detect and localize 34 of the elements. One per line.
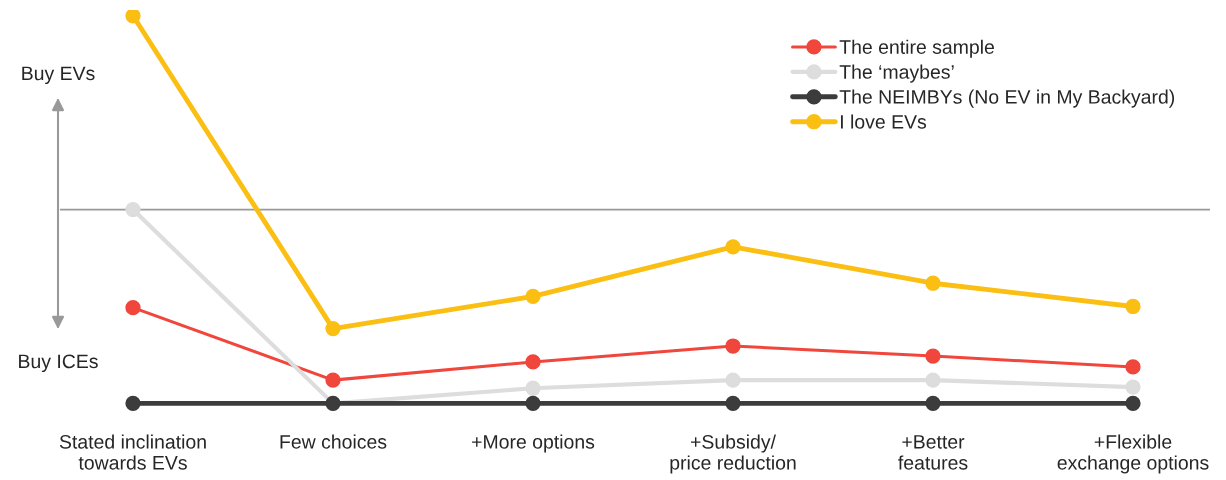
point (125, 395, 141, 412)
point (925, 348, 941, 364)
point (725, 239, 741, 255)
point (1125, 298, 1141, 315)
point (525, 395, 541, 412)
legend-label: The NEIMBYs (No EV in My Backyard) (839, 89, 1175, 108)
legend-label: The entire sample (839, 39, 994, 58)
x-tick-label: +Flexible exchange options (1057, 434, 1209, 474)
point (925, 372, 941, 388)
x-tick-label: +More options (472, 434, 595, 453)
point (1125, 379, 1141, 395)
point (925, 275, 941, 291)
point (725, 372, 741, 388)
point (325, 372, 341, 388)
point (525, 380, 541, 396)
x-tick-label: Few choices (280, 434, 387, 449)
point (125, 10, 141, 24)
point (325, 320, 341, 337)
point (525, 354, 541, 370)
x-tick-label: +Subsidy/ price reduction (670, 434, 796, 474)
x-tick-label: Stated inclination towards EVs (59, 434, 206, 470)
point (525, 288, 541, 305)
point (725, 395, 741, 412)
point (125, 201, 141, 218)
legend-label: I love EVs (841, 114, 927, 129)
point (1125, 395, 1141, 412)
point (1125, 359, 1141, 375)
annotation: Buy ICEs (19, 354, 98, 373)
annotation: Buy EVs (22, 66, 95, 85)
point (725, 338, 741, 354)
legend-label: The ‘maybes’ (839, 64, 954, 83)
point (925, 395, 941, 412)
x-tick-label: +Better features (898, 435, 968, 470)
point (125, 300, 141, 316)
